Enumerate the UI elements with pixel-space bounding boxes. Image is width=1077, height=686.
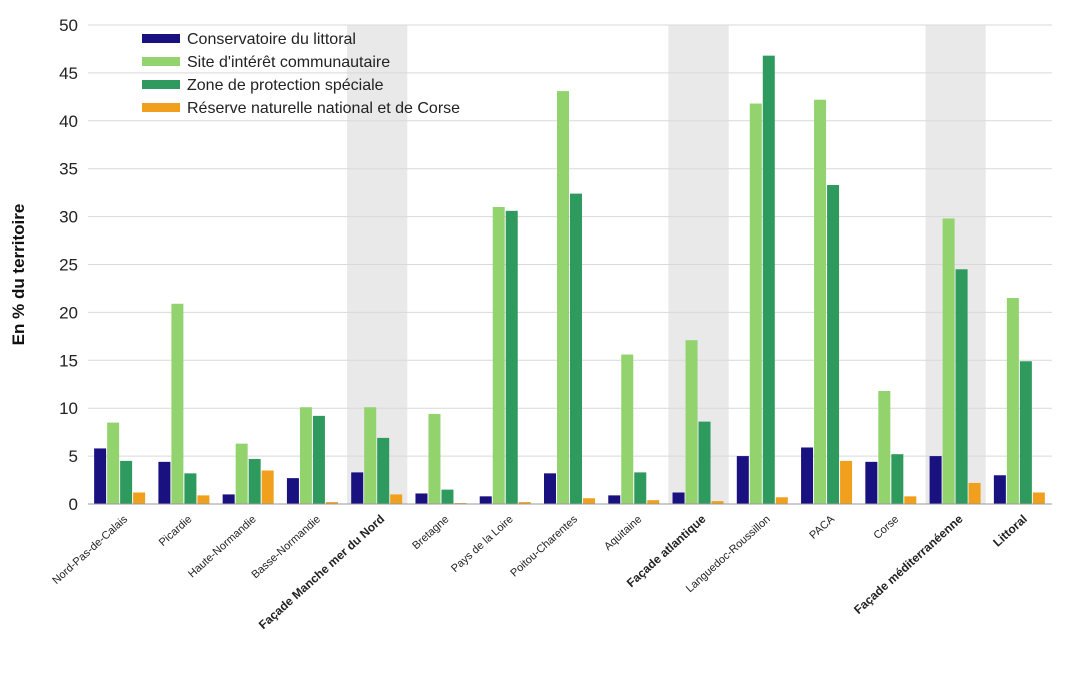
legend-swatch-zone-de-protection-speciale [142, 80, 180, 89]
bar-site-d-interet-communautaire-facade-mediterraneenne [942, 218, 955, 505]
bar-zone-de-protection-speciale-haute-normandie [248, 458, 261, 504]
bar-conservatoire-du-littoral-pays-de-la-loire [479, 496, 492, 504]
bar-conservatoire-du-littoral-basse-normandie [286, 478, 299, 504]
x-tick-label: Corse [872, 513, 902, 542]
bar-reserve-naturelle-national-et-de-corse-littoral [1032, 492, 1045, 504]
y-tick-label: 0 [69, 495, 78, 514]
y-axis-ticks: 0 5 10 15 20 25 30 35 40 45 50 [59, 16, 78, 514]
x-tick-label: PACA [807, 513, 837, 542]
bar-zone-de-protection-speciale-nord-pas-de-calais [120, 460, 133, 504]
bar-zone-de-protection-speciale-littoral [1019, 361, 1032, 504]
bar-zone-de-protection-speciale-languedoc-roussillon [762, 55, 775, 504]
x-axis-labels: Nord-Pas-de-Calais PicardieHaute-Normandi… [50, 512, 1030, 632]
bar-reserve-naturelle-national-et-de-corse-poitou-charentes [583, 498, 595, 504]
bar-zone-de-protection-speciale-facade-manche-mer-du-nord [377, 437, 390, 504]
bar-site-d-interet-communautaire-picardie [171, 303, 184, 504]
x-tick-label: Picardie [157, 513, 195, 549]
bar-site-d-interet-communautaire-languedoc-roussillon [749, 103, 762, 504]
x-tick-label: Pays de la Loire [449, 513, 516, 575]
bar-reserve-naturelle-national-et-de-corse-corse [904, 496, 917, 504]
legend-swatch-conservatoire-du-littoral [142, 34, 180, 43]
legend-swatch-reserve-naturelle-national-et-de-corse [142, 103, 180, 112]
x-tick-label: Bretagne [410, 513, 451, 552]
bar-conservatoire-du-littoral-paca [801, 447, 814, 504]
bar-reserve-naturelle-national-et-de-corse-basse-normandie [325, 502, 338, 504]
x-tick-label: Aquitaine [602, 513, 644, 553]
bar-conservatoire-du-littoral-nord-pas-de-calais [94, 448, 107, 504]
y-tick-label: 45 [59, 64, 78, 83]
bar-reserve-naturelle-national-et-de-corse-nord-pas-de-calais [133, 492, 146, 504]
bar-conservatoire-du-littoral-languedoc-roussillon [736, 456, 749, 504]
x-tick-label: Nord-Pas-de-Calais [50, 513, 130, 587]
x-tick-label: Littoral [990, 512, 1030, 550]
bar-conservatoire-du-littoral-facade-atlantique [672, 492, 685, 504]
bar-conservatoire-du-littoral-aquitaine [608, 495, 621, 504]
x-tick-label: Façade méditerranéenne [851, 512, 966, 617]
legend-label-reserve-naturelle-national-et-de-corse: Réserve naturelle national et de Corse [187, 100, 460, 117]
bar-zone-de-protection-speciale-corse [891, 454, 904, 504]
bar-zone-de-protection-speciale-basse-normandie [312, 415, 325, 504]
y-tick-label: 15 [59, 351, 78, 370]
y-tick-label: 40 [59, 112, 78, 131]
bar-site-d-interet-communautaire-nord-pas-de-calais [107, 422, 120, 504]
bar-conservatoire-du-littoral-facade-manche-mer-du-nord [351, 472, 364, 504]
y-tick-label: 10 [59, 399, 78, 418]
bar-reserve-naturelle-national-et-de-corse-languedoc-roussillon [775, 497, 788, 504]
y-axis-label: En % du territoire [9, 204, 28, 346]
legend-label-site-d-interet-communautaire: Site d'intérêt communautaire [187, 54, 390, 71]
y-tick-label: 30 [59, 208, 78, 227]
bar-reserve-naturelle-national-et-de-corse-haute-normandie [261, 470, 274, 504]
bar-site-d-interet-communautaire-littoral [1006, 298, 1019, 504]
bar-site-d-interet-communautaire-bretagne [428, 413, 441, 504]
bar-zone-de-protection-speciale-facade-atlantique [698, 421, 711, 504]
bar-zone-de-protection-speciale-aquitaine [634, 472, 647, 504]
bar-zone-de-protection-speciale-facade-mediterraneenne [955, 269, 968, 504]
bar-site-d-interet-communautaire-pays-de-la-loire [492, 207, 505, 504]
bar-site-d-interet-communautaire-facade-manche-mer-du-nord [364, 407, 377, 504]
bar-reserve-naturelle-national-et-de-corse-pays-de-la-loire [518, 502, 531, 504]
y-tick-label: 25 [59, 256, 78, 275]
bar-zone-de-protection-speciale-paca [827, 184, 840, 504]
bar-site-d-interet-communautaire-paca [814, 99, 827, 504]
bar-site-d-interet-communautaire-poitou-charentes [557, 91, 569, 505]
y-tick-label: 50 [59, 16, 78, 35]
legend-label-conservatoire-du-littoral: Conservatoire du littoral [187, 31, 356, 48]
bar-conservatoire-du-littoral-haute-normandie [222, 494, 235, 504]
bar-conservatoire-du-littoral-picardie [158, 461, 171, 504]
bar-site-d-interet-communautaire-aquitaine [621, 354, 634, 504]
bar-zone-de-protection-speciale-picardie [184, 473, 197, 504]
y-tick-label: 20 [59, 303, 78, 322]
bar-zone-de-protection-speciale-bretagne [441, 489, 454, 504]
bar-conservatoire-du-littoral-littoral [993, 475, 1006, 504]
bar-conservatoire-du-littoral-facade-mediterraneenne [929, 456, 942, 504]
bar-site-d-interet-communautaire-basse-normandie [299, 407, 312, 504]
bar-site-d-interet-communautaire-haute-normandie [235, 443, 248, 504]
x-tick-label: Poitou-Charentes [508, 513, 580, 580]
bar-reserve-naturelle-national-et-de-corse-paca [840, 460, 853, 504]
x-tick-label: Façade Manche mer du Nord [256, 512, 387, 632]
bars [94, 55, 1045, 505]
bar-conservatoire-du-littoral-bretagne [415, 493, 428, 504]
bar-site-d-interet-communautaire-facade-atlantique [685, 340, 698, 504]
bar-reserve-naturelle-national-et-de-corse-facade-atlantique [711, 501, 724, 504]
bar-conservatoire-du-littoral-poitou-charentes [544, 473, 556, 504]
bar-zone-de-protection-speciale-poitou-charentes [570, 193, 582, 504]
legend-swatch-site-d-interet-communautaire [142, 57, 180, 66]
bar-reserve-naturelle-national-et-de-corse-aquitaine [647, 500, 660, 504]
y-tick-label: 5 [69, 447, 78, 466]
y-tick-label: 35 [59, 160, 78, 179]
x-tick-label: Haute-Normandie [186, 513, 259, 580]
bar-zone-de-protection-speciale-pays-de-la-loire [505, 210, 518, 505]
legend-label-zone-de-protection-speciale: Zone de protection spéciale [187, 77, 384, 94]
bar-reserve-naturelle-national-et-de-corse-facade-manche-mer-du-nord [390, 494, 403, 504]
bar-reserve-naturelle-national-et-de-corse-picardie [197, 495, 210, 504]
bar-conservatoire-du-littoral-corse [865, 461, 878, 504]
bar-reserve-naturelle-national-et-de-corse-facade-mediterraneenne [968, 482, 981, 504]
bar-site-d-interet-communautaire-corse [878, 390, 891, 504]
legend: Conservatoire du littoral Site d'intérêt … [142, 31, 460, 117]
